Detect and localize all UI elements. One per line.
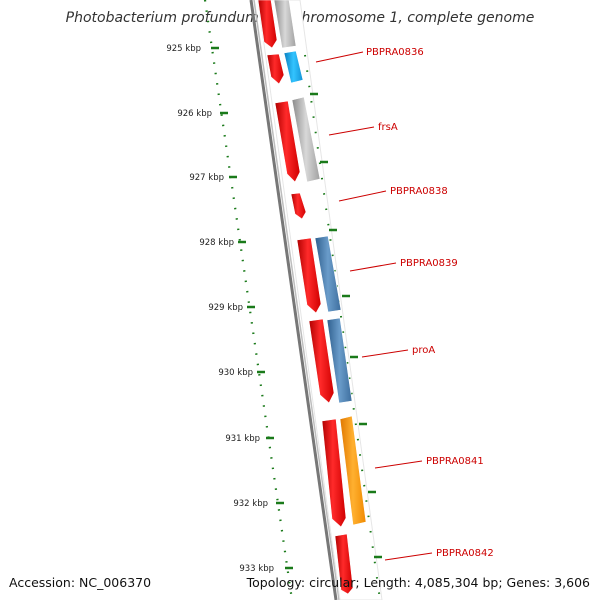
scale-tick-label: 933 kbp [239,564,274,574]
accession-label: Accession: NC_006370 [9,575,152,590]
gene-label-PBPRA0836[interactable]: PBPRA0836 [366,47,424,58]
scale-dotted-line [203,0,294,600]
cds-block-steelblue [314,235,342,313]
scale-tick-label: 930 kbp [218,368,253,378]
scale-tick-label: 932 kbp [233,499,268,509]
cds-block-cyan [283,50,304,84]
gene-labels: PBPRA0836 frsA PBPRA0838 PBPRA0839 proA … [366,47,494,559]
gene-arrow [296,237,322,314]
cds-block-steelblue [326,317,353,404]
scale-tick-labels: 925 kbp 926 kbp 927 kbp 928 kbp 929 kbp … [166,44,274,574]
cds-block-orange [339,415,367,526]
cds-block-grey [291,96,321,183]
outer-tick-marks [310,92,382,559]
scale-tick-marks [211,46,293,570]
gene-arrow [274,100,301,183]
scale-tick-label: 928 kbp [199,238,234,248]
backbone-line-shadow [253,0,340,600]
gene-arrow [266,53,285,85]
genome-stats-label: Topology: circular; Length: 4,085,304 bp… [246,575,590,590]
backbone-line [249,0,338,600]
label-leader-lines [315,51,433,561]
scale-tick-label: 926 kbp [177,109,212,119]
gene-arrow [334,533,354,595]
gene-label-PBPRA0841[interactable]: PBPRA0841 [426,456,484,467]
gene-arrow [308,318,335,404]
gene-label-PBPRA0842[interactable]: PBPRA0842 [436,548,494,559]
scale-tick-label: 925 kbp [166,44,201,54]
gene-label-PBPRA0839[interactable]: PBPRA0839 [400,258,458,269]
gene-label-proA[interactable]: proA [412,345,435,356]
gene-label-frsA[interactable]: frsA [378,122,398,133]
gene-label-PBPRA0838[interactable]: PBPRA0838 [390,186,448,197]
cds-block-grey [273,0,297,49]
scale-tick-label: 931 kbp [225,434,260,444]
gene-arrow [290,192,307,220]
gene-arrow [257,0,278,49]
scale-tick-label: 927 kbp [189,173,224,183]
gene-arrow [321,418,347,528]
scale-tick-label: 929 kbp [208,303,243,313]
gene-arrows [257,0,354,595]
cds-blocks [273,0,367,526]
